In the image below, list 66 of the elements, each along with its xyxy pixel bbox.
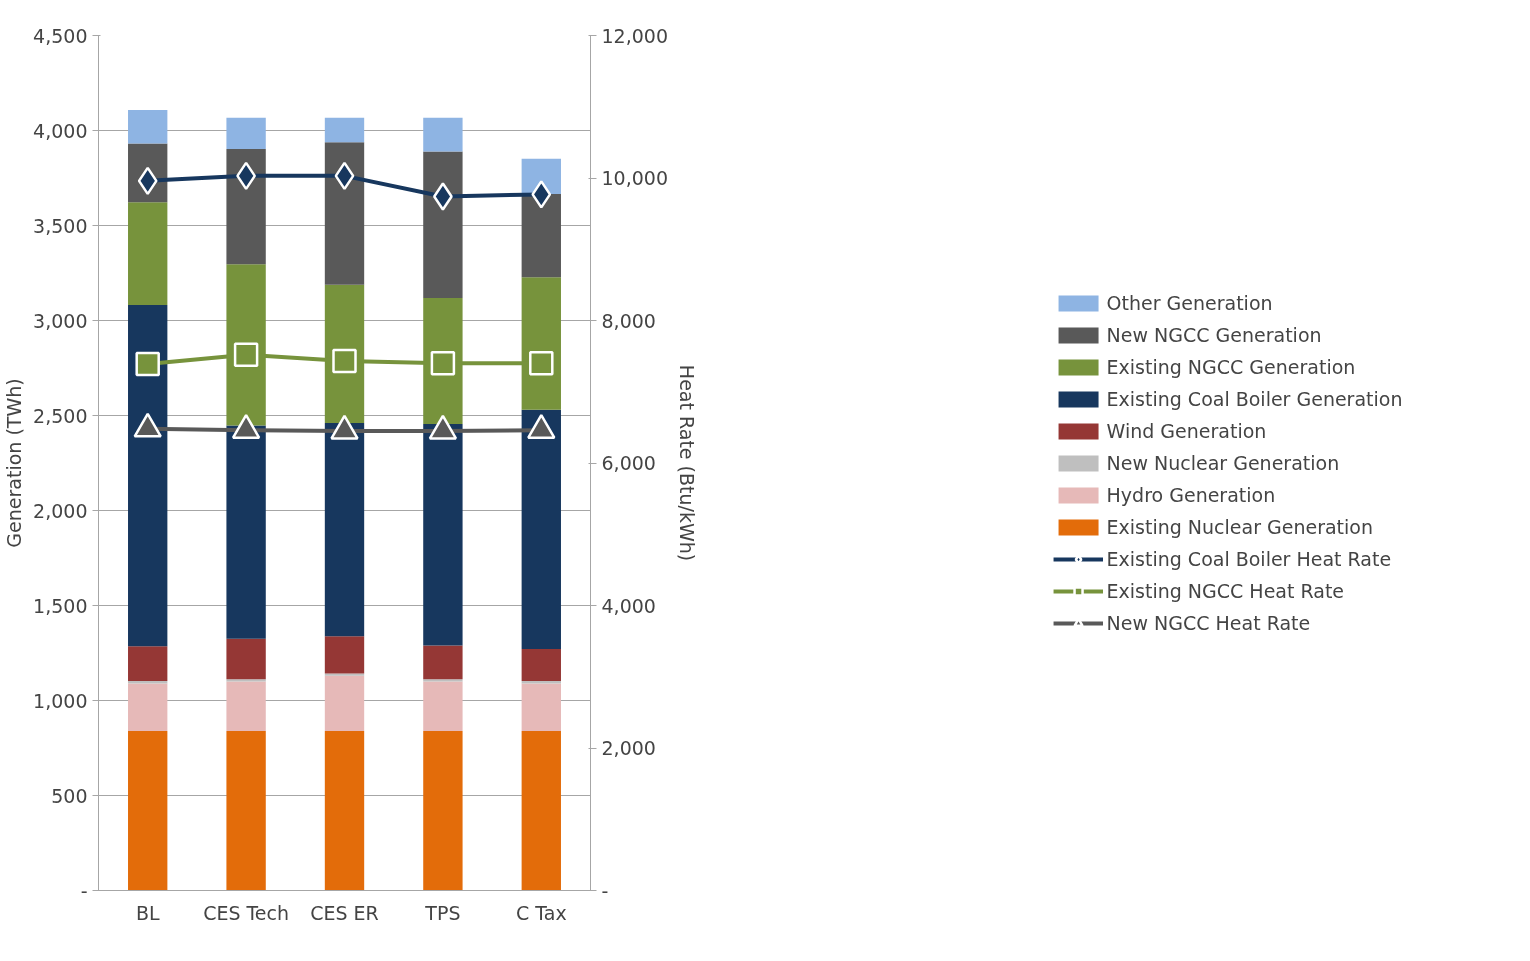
y-tick-label: 1,000 [33, 689, 88, 712]
bar [128, 646, 168, 682]
bar [423, 117, 463, 152]
legend-label: Existing Coal Boiler Generation [1106, 387, 1403, 410]
legend-label: New NGCC Heat Rate [1106, 611, 1311, 634]
bar [423, 424, 463, 646]
bar [423, 645, 463, 680]
bar [128, 109, 168, 144]
y-tick-label: 2,500 [33, 404, 88, 427]
y-tick-label: 1,500 [33, 594, 88, 617]
legend-label: New Nuclear Generation [1106, 451, 1340, 474]
bar [128, 683, 168, 731]
y-axis-title: Generation (TWh) [3, 378, 26, 548]
bar [521, 193, 561, 278]
y-tick-label: 2,000 [33, 499, 88, 522]
y2-tick-label: - [601, 879, 609, 902]
bar [226, 148, 266, 265]
legend-label: Existing NGCC Heat Rate [1106, 579, 1345, 602]
y2-tick-label: 2,000 [601, 737, 656, 759]
bar [226, 681, 266, 731]
y2-axis-title: Heat Rate (Btu/kWh) [675, 364, 698, 562]
y-tick-label: - [80, 879, 88, 902]
bar [226, 679, 266, 682]
y-tick-label: 4,000 [33, 119, 88, 142]
bar [324, 142, 365, 285]
bar [324, 422, 365, 637]
bar [423, 679, 463, 682]
x-tick-label: BL [135, 901, 160, 924]
bar [128, 202, 168, 306]
bar [226, 117, 266, 149]
bar [226, 425, 266, 639]
bar [324, 117, 365, 143]
bar [128, 305, 168, 647]
legend-label: Hydro Generation [1106, 483, 1276, 506]
bar [521, 683, 561, 731]
y-tick-label: 500 [51, 784, 88, 807]
bar [324, 730, 365, 891]
y-tick-label: 3,500 [33, 214, 88, 237]
bar [521, 649, 561, 682]
x-tick-label: C Tax [515, 901, 567, 924]
x-tick-label: TPS [424, 901, 461, 924]
y2-tick-label: 12,000 [601, 24, 668, 47]
y2-tick-label: 4,000 [601, 594, 656, 617]
legend-label: Existing Coal Boiler Heat Rate [1106, 547, 1392, 570]
bar [423, 151, 463, 299]
legend-label: New NGCC Generation [1106, 323, 1322, 346]
legend-label: Existing NGCC Generation [1106, 355, 1356, 378]
y-tick-label: 4,500 [33, 24, 88, 47]
y-tick-label: 3,000 [33, 309, 88, 332]
bar [521, 730, 561, 891]
legend-label: Wind Generation [1106, 419, 1267, 442]
bar [423, 681, 463, 731]
bar [226, 730, 266, 891]
legend-label: Existing Nuclear Generation [1106, 515, 1374, 538]
x-tick-label: CES ER [310, 901, 379, 924]
bar [521, 409, 561, 650]
y2-tick-label: 8,000 [601, 309, 656, 332]
bar [324, 636, 365, 674]
legend-label: Other Generation [1106, 291, 1273, 314]
y2-tick-label: 6,000 [601, 452, 656, 474]
bar [226, 638, 266, 680]
bar [423, 730, 463, 891]
bar [128, 730, 168, 891]
bar [324, 675, 365, 731]
x-tick-label: CES Tech [203, 901, 290, 924]
y2-tick-label: 10,000 [601, 167, 668, 189]
